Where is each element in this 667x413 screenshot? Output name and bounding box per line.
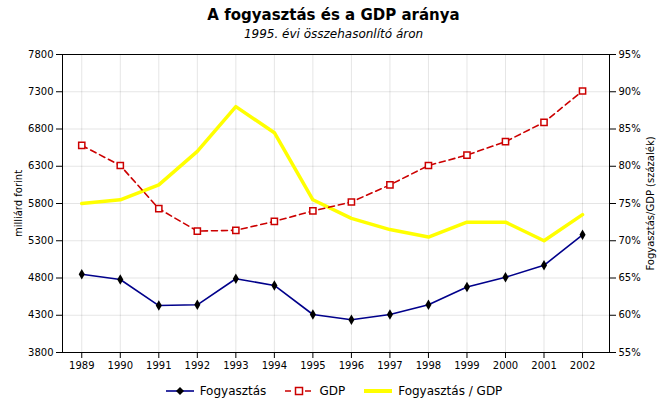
svg-text:75%: 75%: [619, 198, 641, 209]
svg-text:7800: 7800: [28, 49, 53, 60]
svg-text:55%: 55%: [619, 347, 641, 358]
svg-text:3800: 3800: [28, 347, 53, 358]
svg-text:1990: 1990: [108, 360, 133, 371]
svg-text:6300: 6300: [28, 160, 53, 171]
svg-text:4800: 4800: [28, 272, 53, 283]
svg-text:60%: 60%: [619, 309, 641, 320]
svg-text:milliárd forint: milliárd forint: [13, 170, 24, 237]
svg-text:4300: 4300: [28, 309, 53, 320]
svg-text:2000: 2000: [493, 360, 518, 371]
svg-text:1998: 1998: [416, 360, 441, 371]
html-text:Fogyasztás: Fogyasztás: [199, 384, 267, 398]
svg-text:65%: 65%: [619, 272, 641, 283]
svg-text:2001: 2001: [531, 360, 556, 371]
svg-text:Fogyasztás/GDP (százalék): Fogyasztás/GDP (százalék): [645, 136, 656, 270]
svg-text:1989: 1989: [69, 360, 94, 371]
html-text:A fogyasztás és a GDP aránya: A fogyasztás és a GDP aránya: [207, 6, 460, 24]
svg-text:5800: 5800: [28, 198, 53, 209]
svg-text:7300: 7300: [28, 86, 53, 97]
svg-text:1991: 1991: [146, 360, 171, 371]
svg-text:70%: 70%: [619, 235, 641, 246]
svg-text:1997: 1997: [377, 360, 402, 371]
svg-text:1994: 1994: [262, 360, 287, 371]
svg-text:1993: 1993: [223, 360, 248, 371]
svg-text:1995: 1995: [300, 360, 325, 371]
html-text:1995. évi összehasonlító áron: 1995. évi összehasonlító áron: [243, 27, 424, 41]
svg-text:80%: 80%: [619, 160, 641, 171]
svg-text:5300: 5300: [28, 235, 53, 246]
html-text:GDP: GDP: [319, 384, 346, 398]
svg-text:2002: 2002: [570, 360, 595, 371]
html-text:Fogyasztás / GDP: Fogyasztás / GDP: [398, 384, 503, 398]
svg-text:95%: 95%: [619, 49, 641, 60]
svg-text:90%: 90%: [619, 86, 641, 97]
svg-text:6800: 6800: [28, 123, 53, 134]
svg-text:85%: 85%: [619, 123, 641, 134]
svg-text:1999: 1999: [454, 360, 479, 371]
svg-text:1992: 1992: [185, 360, 210, 371]
svg-text:1996: 1996: [339, 360, 364, 371]
